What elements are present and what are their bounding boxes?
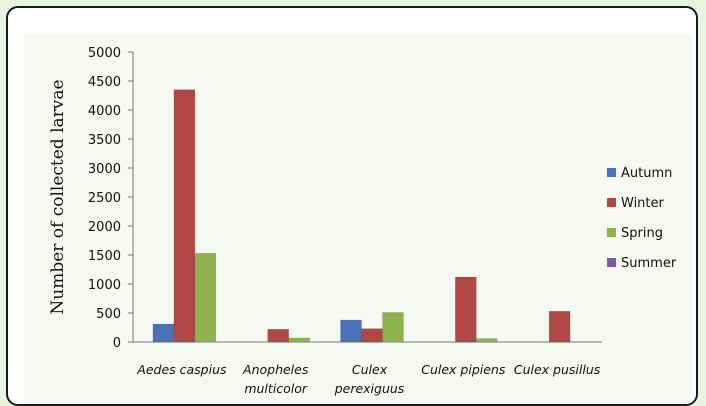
legend-swatch-winter xyxy=(607,198,616,207)
bar-winter-1 xyxy=(267,328,289,343)
y-tick-label: 4000 xyxy=(88,104,121,119)
y-tick-label: 2500 xyxy=(88,191,121,206)
y-tick-label: 500 xyxy=(96,307,121,322)
x-tick-label: Aedes caspius xyxy=(136,362,227,377)
legend-label-summer: Summer xyxy=(621,256,677,271)
bar-spring-1 xyxy=(288,337,310,343)
bar-winter-4 xyxy=(548,311,571,343)
y-tick-label: 0 xyxy=(113,336,121,351)
bar-spring-3 xyxy=(476,338,498,343)
bar-winter-3 xyxy=(455,276,477,343)
y-axis-label: Number of collected larvae xyxy=(48,79,68,314)
bar-spring-0 xyxy=(194,253,217,343)
y-tick-label: 4500 xyxy=(88,75,121,90)
y-tick-label: 3000 xyxy=(88,162,121,177)
bar-spring-2 xyxy=(382,312,404,343)
y-tick-label: 2000 xyxy=(88,220,121,235)
x-tick-label: perexiguus xyxy=(334,381,405,396)
bar-autumn-2 xyxy=(340,319,362,343)
bar-autumn-0 xyxy=(152,323,175,343)
x-tick-label: Culex xyxy=(352,362,388,377)
legend-label-winter: Winter xyxy=(621,196,665,211)
x-tick-label: multicolor xyxy=(244,381,308,396)
bar-chart: 0 500 1000 1500 2000 2500 3000 3500 4000 4500 5000… xyxy=(48,46,677,396)
y-tick-label: 5000 xyxy=(88,46,121,61)
y-tick-label: 1000 xyxy=(88,278,121,293)
legend-label-spring: Spring xyxy=(621,226,663,241)
bar-winter-2 xyxy=(361,328,383,343)
x-tick-label: Culex pipiens xyxy=(421,362,506,377)
x-tick-label: Culex pusillus xyxy=(514,362,601,377)
bar-winter-0 xyxy=(173,89,196,343)
legend-swatch-autumn xyxy=(607,168,616,177)
y-tick-label: 3500 xyxy=(88,133,121,148)
legend-swatch-summer xyxy=(607,258,616,267)
legend-swatch-spring xyxy=(607,228,616,237)
legend-label-autumn: Autumn xyxy=(621,166,672,181)
y-tick-label: 1500 xyxy=(88,249,121,264)
x-tick-label: Anopheles xyxy=(242,362,309,377)
